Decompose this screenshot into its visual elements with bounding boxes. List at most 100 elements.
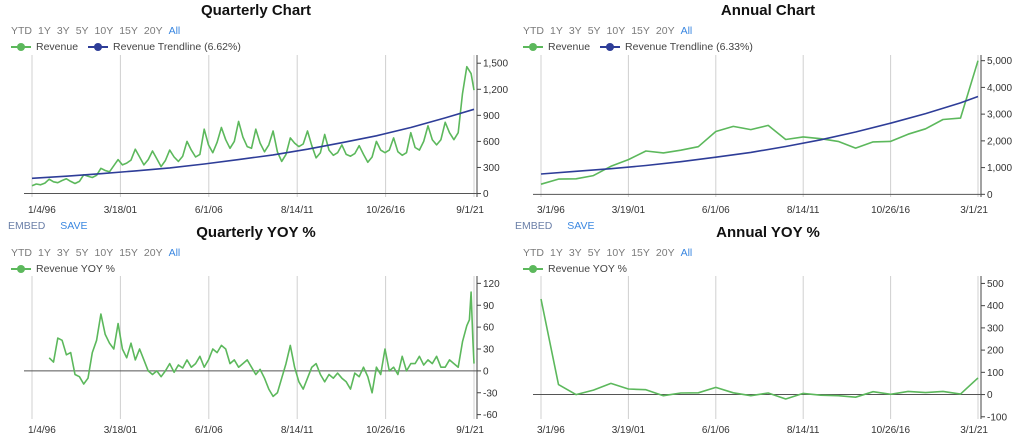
chart-links: EMBED SAVE (8, 220, 100, 232)
legend-marker (11, 43, 31, 51)
range-button-15y[interactable]: 15Y (119, 247, 138, 259)
range-button-1y[interactable]: 1Y (550, 25, 563, 37)
legend-marker (11, 265, 31, 273)
range-button-10y[interactable]: 10Y (94, 25, 114, 37)
range-button-ytd[interactable]: YTD (523, 247, 544, 259)
chart-title: Annual Chart (720, 2, 816, 19)
y-tick-label: 100 (987, 368, 1004, 379)
legend-item[interactable]: Revenue Trendline (6.33%) (600, 41, 753, 53)
y-tick-label: 2,000 (987, 136, 1012, 147)
legend-label: Revenue YOY % (36, 263, 115, 275)
range-button-1y[interactable]: 1Y (38, 25, 51, 37)
y-tick-label: 0 (483, 189, 489, 200)
y-tick-label: 30 (483, 345, 495, 356)
range-button-ytd[interactable]: YTD (523, 25, 544, 37)
range-button-ytd[interactable]: YTD (11, 247, 32, 259)
range-button-all[interactable]: All (168, 25, 181, 37)
legend-item[interactable]: Revenue YOY % (11, 263, 115, 275)
y-tick-label: 60 (483, 323, 495, 334)
range-button-all[interactable]: All (680, 247, 693, 259)
legend-marker (600, 43, 621, 51)
legend-item[interactable]: Revenue Trendline (6.62%) (88, 41, 241, 53)
range-button-ytd[interactable]: YTD (11, 25, 32, 37)
x-tick-label: 3/18/01 (104, 205, 138, 216)
range-button-all[interactable]: All (680, 25, 693, 37)
range-button-3y[interactable]: 3Y (568, 247, 582, 259)
legend-label: Revenue (548, 41, 591, 53)
y-tick-label: -30 (483, 388, 498, 399)
x-tick-label: 9/1/21 (456, 205, 484, 216)
range-button-all[interactable]: All (168, 247, 181, 259)
series-line (48, 291, 475, 398)
legend-item[interactable]: Revenue (11, 41, 78, 53)
range-button-15y[interactable]: 15Y (631, 25, 650, 37)
range-button-3y[interactable]: 3Y (568, 25, 582, 37)
legend-item[interactable]: Revenue (523, 41, 590, 53)
x-tick-label: 8/14/11 (787, 205, 820, 216)
range-button-5y[interactable]: 5Y (75, 247, 89, 259)
chart-canvas: 1/4/96 3/18/01 6/1/06 8/14/11 10/26/16 9/1/21… (24, 55, 508, 216)
x-tick-label: 10/26/16 (871, 425, 910, 436)
y-tick-label: 1,500 (483, 59, 508, 70)
x-tick-label: 3/1/96 (537, 205, 565, 216)
save-link[interactable]: SAVE (567, 220, 595, 232)
range-button-3y[interactable]: 3Y (56, 25, 70, 37)
range-button-3y[interactable]: 3Y (56, 247, 70, 259)
annual-chart-panel: Annual Chart YTD 1Y 3Y 5Y 10Y 15Y 20Y All Reven… (512, 0, 1024, 222)
range-button-1y[interactable]: 1Y (38, 247, 51, 259)
y-tick-label: 600 (483, 137, 500, 148)
series-line (31, 65, 475, 187)
range-selector: YTD 1Y 3Y 5Y 10Y 15Y 20Y All (11, 247, 186, 259)
x-tick-label: 10/26/16 (366, 425, 405, 436)
embed-link[interactable]: EMBED (515, 220, 553, 232)
range-button-10y[interactable]: 10Y (94, 247, 114, 259)
quarterly-yoy-panel: Quarterly YOY % YTD 1Y 3Y 5Y 10Y 15Y 20Y All Re… (0, 222, 512, 439)
x-tick-label: 1/4/96 (28, 205, 56, 216)
quarterly-chart-panel: Quarterly Chart YTD 1Y 3Y 5Y 10Y 15Y 20Y All Re… (0, 0, 512, 222)
series-line (540, 298, 979, 400)
embed-link[interactable]: EMBED (8, 220, 46, 232)
x-tick-label: 10/26/16 (871, 205, 910, 216)
range-button-20y[interactable]: 20Y (655, 247, 675, 259)
x-tick-label: 8/14/11 (281, 425, 314, 436)
y-tick-label: 300 (987, 323, 1004, 334)
y-tick-label: 300 (483, 163, 500, 174)
range-button-20y[interactable]: 20Y (143, 247, 163, 259)
range-button-5y[interactable]: 5Y (587, 247, 601, 259)
save-link[interactable]: SAVE (60, 220, 88, 232)
range-button-20y[interactable]: 20Y (143, 25, 163, 37)
y-tick-label: 0 (987, 190, 993, 201)
y-tick-label: 0 (483, 366, 489, 377)
x-tick-label: 6/1/06 (195, 205, 223, 216)
range-button-1y[interactable]: 1Y (550, 247, 563, 259)
range-selector: YTD 1Y 3Y 5Y 10Y 15Y 20Y All (11, 25, 186, 37)
range-button-15y[interactable]: 15Y (631, 247, 650, 259)
chart-title: Quarterly Chart (200, 2, 312, 19)
range-button-10y[interactable]: 10Y (606, 247, 626, 259)
x-tick-label: 3/18/01 (104, 425, 138, 436)
chart-canvas: 3/1/96 3/19/01 6/1/06 8/14/11 10/26/16 3/1/21… (533, 55, 1012, 216)
y-tick-label: 120 (483, 279, 500, 290)
chart-legend: Revenue YOY % (523, 263, 637, 275)
range-button-5y[interactable]: 5Y (75, 25, 89, 37)
legend-item[interactable]: Revenue YOY % (523, 263, 627, 275)
chart-title: Quarterly YOY % (196, 224, 316, 241)
range-selector: YTD 1Y 3Y 5Y 10Y 15Y 20Y All (523, 247, 698, 259)
range-button-5y[interactable]: 5Y (587, 25, 601, 37)
legend-marker (88, 43, 109, 51)
chart-legend: Revenue Revenue Trendline (6.33%) (523, 41, 763, 53)
x-tick-label: 6/1/06 (195, 425, 223, 436)
range-button-15y[interactable]: 15Y (119, 25, 138, 37)
y-tick-label: 3,000 (987, 110, 1012, 121)
x-tick-label: 8/14/11 (281, 205, 314, 216)
x-tick-label: 9/1/21 (456, 425, 484, 436)
range-button-10y[interactable]: 10Y (606, 25, 626, 37)
range-button-20y[interactable]: 20Y (655, 25, 675, 37)
chart-title: Annual YOY % (716, 224, 820, 241)
legend-marker (523, 43, 543, 51)
chart-legend: Revenue Revenue Trendline (6.62%) (11, 41, 251, 53)
trendline (540, 95, 979, 175)
chart-legend: Revenue YOY % (11, 263, 125, 275)
x-tick-label: 3/19/01 (612, 205, 646, 216)
legend-label: Revenue Trendline (6.62%) (113, 41, 241, 53)
